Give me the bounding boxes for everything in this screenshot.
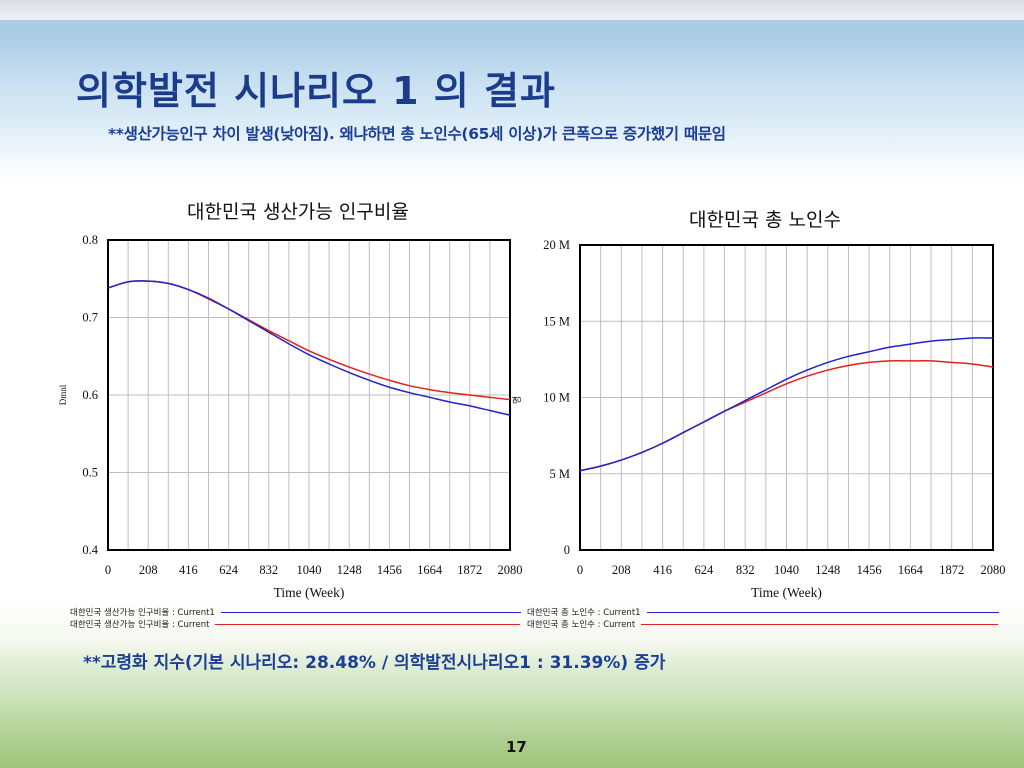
x-tick-label: 2080 xyxy=(498,563,523,577)
slide-title: 의학발전 시나리오 1 의 결과 xyxy=(76,69,556,113)
legend-label: 대한민국 총 노인수 : Current xyxy=(527,620,636,630)
chart-2-legend: 대한민국 총 노인수 : Current1 대한민국 총 노인수 : Curre… xyxy=(527,606,999,630)
x-tick-label: 1248 xyxy=(815,563,840,577)
x-tick-label: 0 xyxy=(105,563,111,577)
x-tick-label: 1872 xyxy=(939,563,964,577)
x-tick-label: 1456 xyxy=(377,563,402,577)
legend-item: 대한민국 총 노인수 : Current xyxy=(527,618,999,630)
x-tick-label: 624 xyxy=(695,563,715,577)
series-line xyxy=(579,337,994,472)
y-tick-label: 0 xyxy=(564,543,570,557)
legend-item: 대한민국 생산가능 인구비율 : Current xyxy=(70,618,521,630)
sky-background xyxy=(0,20,1024,170)
x-tick-label: 1456 xyxy=(857,563,882,577)
footnote: **고령화 지수(기본 시나리오: 28.48% / 의학발전시나리오1 : 3… xyxy=(83,653,666,673)
y-tick-label: 5 M xyxy=(550,467,571,481)
x-tick-label: 2080 xyxy=(981,563,1006,577)
chart-2-title: 대한민국 총 노인수 xyxy=(689,209,841,231)
y-tick-label: 10 M xyxy=(543,391,570,405)
x-tick-label: 1664 xyxy=(898,563,924,577)
legend-item: 대한민국 총 노인수 : Current1 xyxy=(527,606,999,618)
legend-swatch-red xyxy=(215,623,521,625)
x-tick-label: 1664 xyxy=(417,563,443,577)
legend-label: 대한민국 총 노인수 : Current1 xyxy=(527,608,641,618)
y-tick-label: 0.8 xyxy=(82,233,98,247)
y-tick-label: 20 M xyxy=(543,238,570,252)
x-tick-label: 1040 xyxy=(774,563,799,577)
x-tick-label: 832 xyxy=(259,563,278,577)
page-number: 17 xyxy=(506,738,527,756)
plot-border xyxy=(107,239,511,551)
x-tick-label: 1040 xyxy=(297,563,322,577)
x-tick-label: 832 xyxy=(736,563,755,577)
x-axis-label: Time (Week) xyxy=(751,585,822,600)
legend-label: 대한민국 생산가능 인구비율 : Current1 xyxy=(70,608,215,618)
legend-item: 대한민국 생산가능 인구비율 : Current1 xyxy=(70,606,521,618)
y-tick-label: 0.4 xyxy=(82,543,98,557)
x-tick-label: 1872 xyxy=(457,563,482,577)
x-tick-label: 416 xyxy=(653,563,672,577)
y-tick-label: 15 M xyxy=(543,314,570,328)
y-tick-label: 0.5 xyxy=(82,466,98,480)
slide-subtitle: **생산가능인구 차이 발생(낮아짐). 왜냐하면 총 노인수(65세 이상)가… xyxy=(108,125,726,143)
chart-1-legend: 대한민국 생산가능 인구비율 : Current1 대한민국 생산가능 인구비율… xyxy=(70,606,521,630)
x-tick-label: 208 xyxy=(612,563,631,577)
y-axis-label: 명 xyxy=(512,396,522,404)
y-axis-label: Dmnl xyxy=(58,384,68,405)
x-axis-label: Time (Week) xyxy=(274,585,345,600)
x-tick-label: 0 xyxy=(577,563,583,577)
legend-label: 대한민국 생산가능 인구비율 : Current xyxy=(70,620,210,630)
series-line xyxy=(107,280,511,416)
grass-background xyxy=(0,640,1024,768)
x-tick-label: 1248 xyxy=(337,563,362,577)
legend-swatch-blue xyxy=(646,611,999,613)
y-tick-label: 0.6 xyxy=(82,388,98,402)
x-tick-label: 416 xyxy=(179,563,198,577)
legend-swatch-blue xyxy=(220,611,521,613)
x-tick-label: 624 xyxy=(219,563,239,577)
chart-1-title: 대한민국 생산가능 인구비율 xyxy=(187,201,409,223)
plot-border xyxy=(579,244,994,551)
y-tick-label: 0.7 xyxy=(82,311,98,325)
legend-swatch-red xyxy=(641,623,999,625)
x-tick-label: 208 xyxy=(139,563,158,577)
